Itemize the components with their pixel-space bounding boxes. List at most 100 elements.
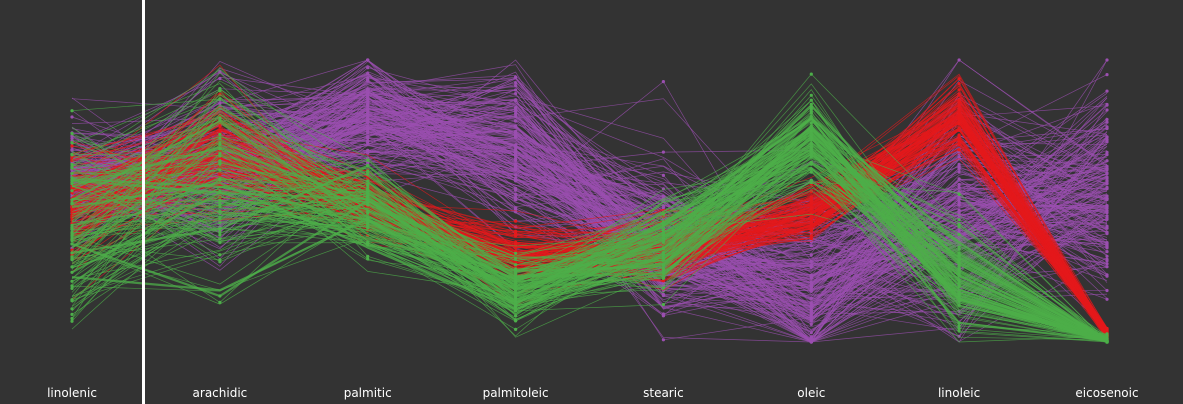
series-1-point xyxy=(366,129,370,133)
series-3-point xyxy=(957,329,961,333)
series-3-polyline xyxy=(71,134,1108,342)
series-3-point xyxy=(218,87,222,91)
series-1-point xyxy=(1105,73,1109,77)
series-1-point xyxy=(809,253,813,257)
series-3-point xyxy=(218,209,222,213)
series-3-point xyxy=(70,201,74,205)
series-3-polyline xyxy=(71,127,1108,343)
polylines-layer xyxy=(70,58,1109,344)
series-1-point xyxy=(366,135,370,139)
series-1-point xyxy=(809,308,813,312)
series-3-point xyxy=(957,299,961,303)
series-2-point xyxy=(957,121,961,125)
axis-label-linolenic: linolenic xyxy=(47,386,97,400)
series-3-polyline xyxy=(71,145,1108,341)
axis-label-palmitic: palmitic xyxy=(344,386,392,400)
series-1-point xyxy=(514,99,518,103)
series-3-point xyxy=(218,89,222,93)
series-1-point xyxy=(514,143,518,147)
series-1-point xyxy=(1105,250,1109,254)
series-3-polyline xyxy=(71,130,1108,342)
series-3-point xyxy=(70,258,74,262)
series-3-point xyxy=(514,280,518,284)
series-3-polyline xyxy=(71,133,1108,343)
series-2-point xyxy=(514,241,518,246)
series-3-point xyxy=(809,137,813,141)
series-3-polyline xyxy=(71,144,1108,342)
series-2-point xyxy=(70,210,74,214)
series-1-point xyxy=(1105,126,1109,130)
series-1-point xyxy=(809,313,813,317)
series-3-point xyxy=(366,186,370,190)
series-1-point xyxy=(1105,182,1109,186)
series-3-point xyxy=(366,163,370,167)
series-3-point xyxy=(218,300,222,304)
series-1-polyline xyxy=(71,76,1108,292)
series-3-point xyxy=(218,240,222,245)
series-3-point xyxy=(809,93,813,97)
series-3-point xyxy=(366,169,370,173)
series-1-point xyxy=(514,147,518,151)
series-3-point xyxy=(957,292,961,296)
axis-label-eicosenoic: eicosenoic xyxy=(1075,386,1138,400)
series-1-polyline xyxy=(71,97,1108,234)
series-3-point xyxy=(70,141,74,145)
series-3-point xyxy=(218,177,222,181)
series-3-point xyxy=(514,327,518,331)
series-3-point xyxy=(957,251,961,255)
series-1-point xyxy=(1105,254,1109,258)
series-3-point xyxy=(218,161,222,165)
series-3-point xyxy=(957,223,961,228)
series-1-point xyxy=(1105,231,1109,235)
series-3-point xyxy=(70,312,74,316)
series-1-point xyxy=(661,338,666,342)
series-3-polyline xyxy=(71,116,1108,339)
series-3-polyline xyxy=(71,154,1108,343)
series-3-point xyxy=(70,162,74,166)
series-3-lines xyxy=(70,66,1109,344)
axis-label-palmitoleic: palmitoleic xyxy=(483,386,549,400)
series-3-point xyxy=(809,149,813,153)
series-2-point xyxy=(514,219,518,223)
series-3-polyline xyxy=(71,148,1108,342)
series-3-point xyxy=(514,277,518,282)
series-1-point xyxy=(809,296,813,300)
series-2-point xyxy=(809,236,813,240)
series-3-point xyxy=(514,303,518,307)
series-3-polyline xyxy=(71,128,1108,343)
series-1-point xyxy=(70,136,74,140)
series-3-point xyxy=(70,265,74,269)
series-1-point xyxy=(1105,197,1109,202)
series-3-polyline xyxy=(71,125,1108,343)
series-3-polyline xyxy=(71,130,1108,343)
series-1-point xyxy=(514,154,518,158)
series-3-point xyxy=(70,307,74,311)
series-2-polyline xyxy=(71,100,1108,334)
series-1-point xyxy=(366,91,370,95)
series-1-point xyxy=(1105,58,1109,62)
series-1-point xyxy=(957,166,961,171)
series-3-polyline xyxy=(71,154,1108,337)
series-3-point xyxy=(218,189,222,193)
series-1-point xyxy=(1105,108,1109,112)
axis-label-stearic: stearic xyxy=(643,386,684,400)
axis-label-arachidic: arachidic xyxy=(193,386,248,400)
series-3-point xyxy=(661,228,666,232)
series-3-polyline xyxy=(71,161,1108,343)
selection-cursor-line[interactable] xyxy=(142,0,145,404)
series-2-point xyxy=(218,172,222,177)
series-1-point xyxy=(1105,117,1109,122)
series-1-polyline xyxy=(71,72,1108,299)
series-1-point xyxy=(809,302,813,306)
series-3-point xyxy=(809,111,813,115)
series-2-point xyxy=(809,195,813,199)
series-1-point xyxy=(957,195,961,199)
series-2-point xyxy=(514,249,518,253)
series-3-point xyxy=(366,201,370,205)
series-2-point xyxy=(957,100,961,104)
series-3-polyline xyxy=(71,106,1108,343)
series-3-polyline xyxy=(71,83,1108,342)
axis-labels-layer: linolenic arachidic palmitic palmitoleic ste… xyxy=(47,386,1139,400)
series-1-point xyxy=(1105,205,1109,209)
